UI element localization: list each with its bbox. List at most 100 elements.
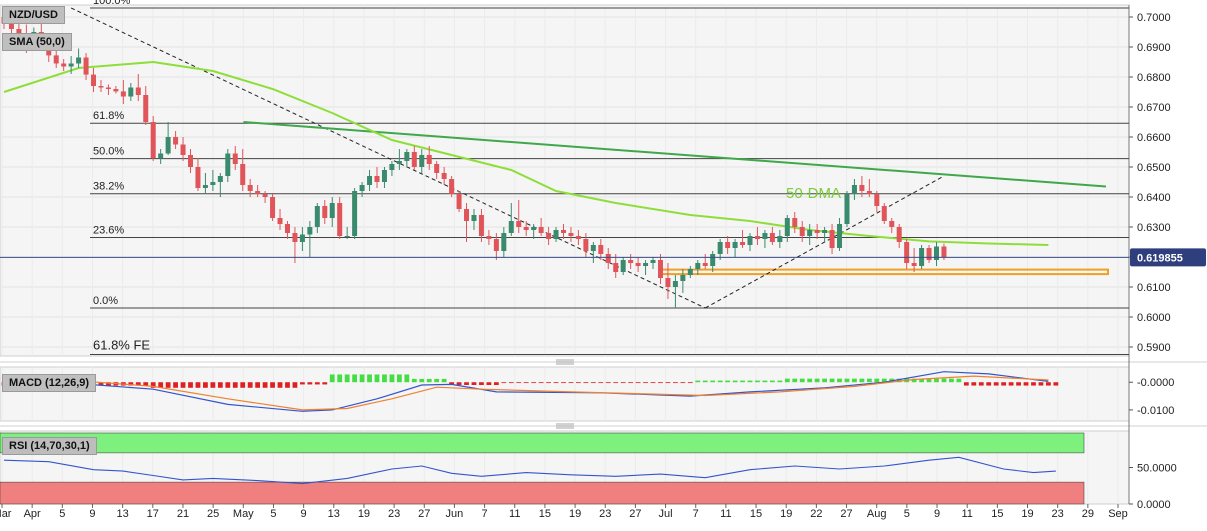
candle-body [695,263,701,269]
candle-body [113,89,119,92]
candle-body [314,206,320,227]
candle-body [851,185,857,194]
macd-histogram-bar [732,380,738,383]
sma-legend[interactable]: SMA (50,0) [2,33,72,51]
macd-histogram-bar [329,374,335,383]
candle-body [784,218,790,236]
macd-histogram-bar [799,378,805,383]
macd-histogram-bar [963,382,969,386]
price-tick-label: 0.6800 [1137,72,1171,84]
macd-histogram-bar [367,374,372,383]
macd-histogram-bar [158,382,164,388]
macd-histogram-bar [695,380,701,383]
candle-body [620,260,626,272]
candle-body [68,63,74,67]
macd-histogram-bar [374,374,380,383]
macd-histogram-bar [1023,382,1029,386]
candle-body [270,197,276,218]
candle-body [934,246,939,260]
candle-body [419,155,425,167]
candle-body [284,224,290,233]
candle-body [926,248,932,260]
x-tick-label: Jun [446,508,464,520]
candle-body [329,203,335,218]
sma-50-line [3,60,1049,246]
macd-tick-label: -0.0100 [1137,405,1174,417]
dashed-trendline [70,7,706,309]
macd-histogram-bar [471,382,477,385]
x-tick-label: 27 [840,508,852,520]
x-tick-label: 19 [569,508,581,520]
x-tick-label: 9 [301,508,307,520]
macd-histogram-bar [769,380,775,383]
candle-body [516,221,522,227]
candle-body [829,230,835,248]
macd-histogram-bar [479,382,484,385]
candle-body [195,167,201,188]
macd-histogram-bar [762,380,768,383]
macd-histogram-bar [501,382,507,384]
macd-histogram-bar [613,382,619,384]
macd-histogram-bar [784,378,790,383]
x-tick-label: 11 [509,508,520,520]
macd-histogram-bar [456,382,462,385]
candle-body [359,185,365,191]
candle-body [837,224,843,248]
macd-histogram-bar [687,382,693,384]
last-price-label: 0.619855 [1137,252,1183,264]
macd-histogram-bar [1046,382,1051,386]
macd-histogram-bar [217,382,223,388]
candle-body [486,236,492,239]
price-tick-label: 0.6400 [1137,192,1171,204]
candle-body [523,227,529,230]
macd-signal-line [3,375,1049,411]
x-tick-label: 19 [780,508,792,520]
x-tick-label: 11 [720,508,731,520]
fib-label: 0.0% [93,295,118,307]
macd-histogram-bar [583,382,589,384]
candle-body [322,206,328,218]
macd-histogram-bar [658,382,663,384]
macd-histogram-bar [516,382,522,384]
x-tick-label: 15 [539,508,551,520]
candle-body [508,221,514,233]
macd-histogram-bar [1016,382,1021,386]
x-tick-label: 13 [328,508,340,520]
macd-histogram-bar [755,380,760,383]
macd-histogram-bar [978,382,984,386]
x-tick-label: Mar [0,508,12,520]
price-tick-label: 0.7000 [1137,12,1171,24]
macd-histogram-bar [598,382,604,384]
rsi-legend[interactable]: RSI (14,70,30,1) [2,437,97,455]
rsi-line [3,456,1056,485]
candle-body [247,185,253,191]
macd-histogram-bar [635,382,641,384]
candle-body [53,55,59,64]
macd-histogram-bar [822,378,827,383]
sma-annotation: 50-DMA [786,185,841,202]
x-tick-label: Sep [1108,508,1128,520]
candle-body [859,185,865,191]
macd-histogram-bar [225,382,231,388]
macd-legend[interactable]: MACD (12,26,9) [2,374,97,392]
candle-body [8,23,14,29]
fib-label: 38.2% [93,181,124,193]
x-tick-label: 13 [117,508,129,520]
candle-body [434,164,440,173]
x-tick-label: 11 [961,508,972,520]
candle-body [575,236,581,239]
candle-body [702,263,708,266]
candle-body [396,161,402,164]
candle-body [754,236,760,239]
candle-body [217,176,223,182]
candle-body [657,260,663,278]
macd-histogram-bar [270,382,275,388]
candle-body [501,233,507,251]
candle-body [464,209,470,221]
macd-histogram-bar [1053,382,1059,386]
macd-histogram-bar [777,380,783,383]
x-tick-label: 15 [991,508,1003,520]
macd-histogram-bar [650,382,656,384]
candle-body [262,194,268,197]
